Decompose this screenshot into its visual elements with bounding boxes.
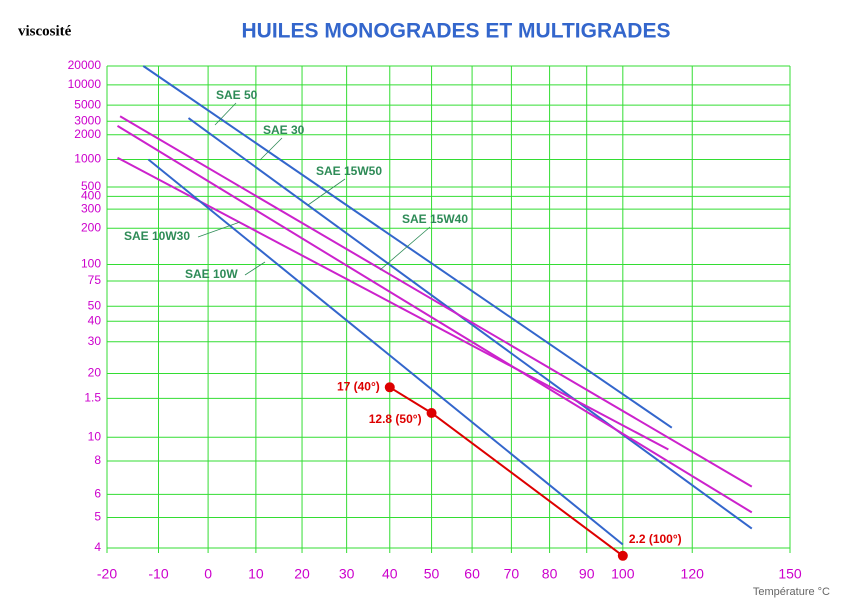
point [617, 550, 628, 561]
series-label: SAE 30 [263, 123, 305, 137]
data-label: 2.2 (100°) [629, 532, 682, 546]
series-label: SAE 10W [185, 267, 238, 281]
y-tick-label: 10000 [68, 77, 102, 91]
x-tick-label: 50 [424, 566, 440, 582]
y-tick-label: 200 [81, 220, 101, 234]
point [426, 408, 437, 419]
x-tick-label: 120 [681, 566, 705, 582]
x-tick-label: 90 [579, 566, 595, 582]
y-tick-label: 5 [94, 510, 101, 524]
y-tick-label: 20 [88, 366, 102, 380]
y-tick-label: 1.5 [84, 391, 101, 405]
y-tick-label: 1000 [74, 152, 101, 166]
leader-line [307, 178, 346, 206]
x-tick-label: 40 [382, 566, 398, 582]
x-tick-label: 60 [464, 566, 480, 582]
x-tick-label: 30 [339, 566, 355, 582]
data-label: 17 (40°) [337, 379, 380, 393]
data-label: 12.8 (50°) [369, 412, 422, 426]
leader-line [214, 102, 237, 126]
leader-line [259, 137, 283, 161]
x-tick-label: 70 [504, 566, 520, 582]
y-tick-label: 300 [81, 201, 101, 215]
series-label: SAE 15W40 [402, 212, 468, 226]
x-tick-label: 10 [248, 566, 264, 582]
series-labels [197, 102, 431, 276]
series-line [147, 158, 624, 546]
series-line [117, 156, 669, 451]
x-tick-label: 150 [778, 566, 802, 582]
leader-line [379, 226, 431, 271]
x-tick-label: 0 [204, 566, 212, 582]
series-label: SAE 50 [216, 88, 258, 102]
chart-title: HUILES MONOGRADES ET MULTIGRADES [242, 20, 671, 43]
x-axis-label: Température °C [753, 586, 830, 598]
y-tick-label: 100 [81, 257, 101, 271]
y-tick-label: 3000 [74, 113, 101, 127]
x-tick-label: -20 [97, 566, 117, 582]
y-tick-label: 20000 [68, 58, 102, 72]
series-label: SAE 10W30 [124, 229, 190, 243]
plot: 17 (40°) 12.8 (50°) 2.2 (100°) [116, 65, 753, 561]
y-axis-label: viscosité [18, 23, 72, 39]
series-line [116, 125, 753, 514]
grid: 2000010000500030002000100050040030020010… [68, 58, 802, 582]
y-tick-label: 5000 [74, 97, 101, 111]
y-tick-label: 40 [88, 313, 102, 327]
y-tick-label: 10 [88, 429, 102, 443]
y-tick-label: 2000 [74, 127, 101, 141]
leader-line [244, 261, 266, 276]
series-label: SAE 15W50 [316, 164, 382, 178]
y-tick-label: 8 [94, 453, 101, 467]
x-tick-label: 100 [611, 566, 635, 582]
series-line [187, 117, 753, 530]
series-line [119, 115, 753, 488]
y-tick-label: 50 [88, 298, 102, 312]
x-tick-label: -10 [148, 566, 168, 582]
point [384, 382, 395, 393]
y-tick-label: 30 [88, 334, 102, 348]
y-tick-label: 400 [81, 189, 101, 203]
leader-line [197, 221, 241, 238]
x-tick-label: 20 [294, 566, 310, 582]
y-tick-label: 6 [94, 487, 101, 501]
y-tick-label: 500 [81, 179, 101, 193]
series-line [142, 65, 673, 429]
x-tick-label: 80 [542, 566, 558, 582]
y-tick-label: 4 [94, 540, 101, 554]
y-tick-label: 75 [88, 273, 102, 287]
